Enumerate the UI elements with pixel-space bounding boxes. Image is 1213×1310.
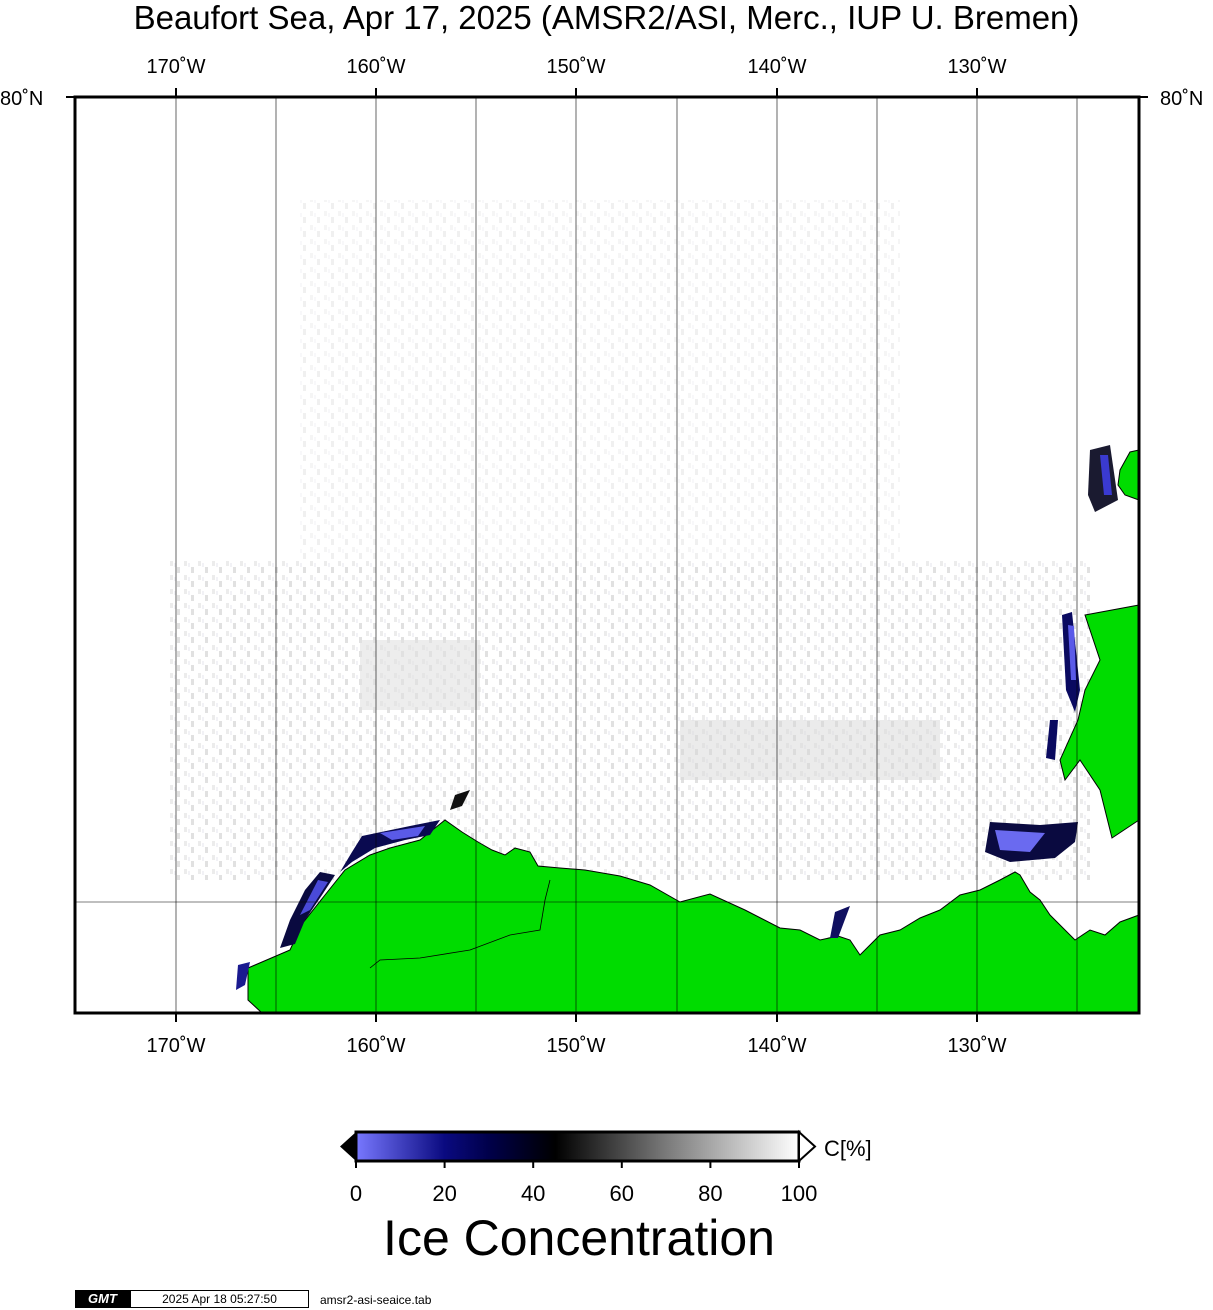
lon-label-bottom-130w: 130˚W [947,1035,1007,1057]
lon-label-top-170w: 170˚W [146,56,206,78]
map-border [73,95,1141,1015]
colorbar-unit: C[%] [824,1136,872,1161]
gmt-logo: GMT [75,1290,130,1308]
colorbar-tick-40: 40 [520,1181,546,1206]
lon-label-top-150w: 150˚W [546,56,606,78]
data-filename: amsr2-asi-seaice.tab [320,1293,432,1307]
colorbar-tick-0: 0 [349,1181,363,1206]
land [247,449,1140,1014]
lon-label-top-160w: 160˚W [346,56,406,78]
colorbar-gradient [354,1130,801,1163]
colorbar-high-arrow [798,1129,817,1164]
lon-label-top-130w: 130˚W [947,56,1007,78]
colorbar-tick-20: 20 [432,1181,457,1206]
lon-label-top-140w: 140˚W [747,56,807,78]
map-title: Beaufort Sea, Apr 17, 2025 (AMSR2/ASI, M… [133,0,1080,36]
lon-label-bottom-160w: 160˚W [346,1035,406,1057]
colorbar-low-arrow [340,1132,356,1161]
lon-label-bottom-140w: 140˚W [747,1035,807,1057]
ice-texture [170,200,1090,880]
colorbar [340,1129,817,1168]
gmt-timestamp: 2025 Apr 18 05:27:50 [130,1290,309,1308]
colorbar-tick-100: 100 [780,1181,818,1206]
colorbar-tick-80: 80 [698,1181,723,1206]
colorbar-tick-60: 60 [609,1181,635,1206]
lat-label-left: 80˚N [0,88,44,110]
lon-label-bottom-170w: 170˚W [146,1035,206,1057]
lat-label-right: 80˚N [1160,88,1204,110]
frame-ticks [66,88,1148,1022]
lon-label-bottom-150w: 150˚W [546,1035,606,1057]
coastal-low-ice [236,445,1118,990]
borough-boundary [369,879,551,969]
graticule [75,97,1139,1013]
colorbar-title: Ice Concentration [383,1210,775,1266]
